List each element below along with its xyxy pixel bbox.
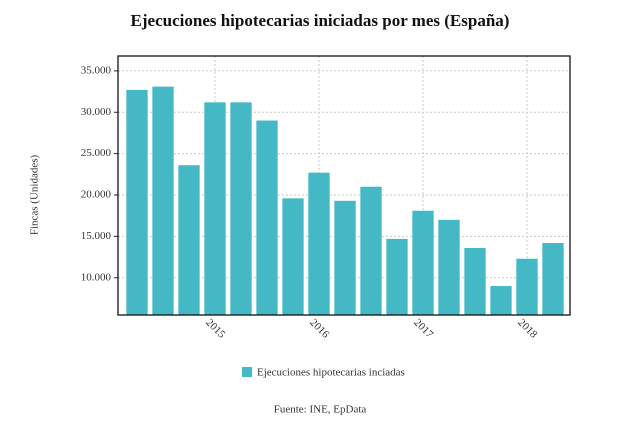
x-tick-label: 2016 — [307, 317, 331, 341]
bar — [386, 238, 408, 315]
bar — [490, 286, 512, 315]
plot-frame — [117, 55, 571, 316]
y-axis-label: Fincas (Unidades) — [29, 154, 41, 235]
bar — [178, 165, 200, 315]
y-tick-label: 20.000 — [81, 189, 112, 201]
y-tick-label: 15.000 — [81, 230, 112, 242]
y-tick-label: 35.000 — [81, 64, 112, 76]
bar — [464, 247, 486, 315]
bar — [256, 120, 278, 316]
bar — [542, 243, 564, 315]
x-tick-label: 2015 — [203, 317, 227, 341]
bar — [308, 172, 330, 315]
bar — [334, 200, 356, 315]
bar — [230, 102, 252, 316]
y-tick-label: 30.000 — [81, 106, 112, 118]
bar — [516, 258, 538, 315]
bar — [282, 198, 304, 315]
bar — [126, 89, 148, 316]
bar — [360, 186, 382, 315]
bar — [152, 86, 174, 316]
legend-swatch — [242, 367, 252, 377]
y-tick-label: 25.000 — [81, 147, 112, 159]
legend-label: Ejecuciones hipotecarias inciadas — [257, 367, 405, 379]
y-tick-label: 10.000 — [81, 271, 112, 283]
x-tick-label: 2018 — [515, 317, 539, 341]
x-tick-label: 2017 — [411, 317, 435, 341]
chart-title: Ejecuciones hipotecarias iniciadas por m… — [131, 11, 510, 30]
bar — [412, 210, 434, 315]
bar — [438, 219, 460, 315]
bar — [204, 102, 226, 316]
source: Fuente: INE, EpData — [274, 404, 367, 416]
